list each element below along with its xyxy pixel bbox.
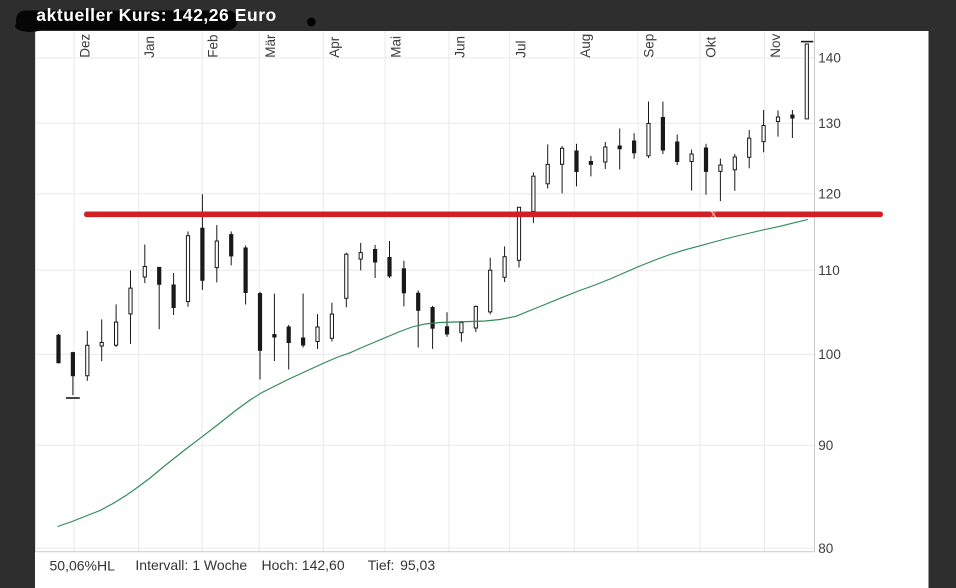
svg-text:Sep: Sep xyxy=(642,34,657,58)
svg-text:100: 100 xyxy=(818,347,841,362)
svg-text:110: 110 xyxy=(818,263,840,278)
svg-text:Hoch:: Hoch: xyxy=(262,557,299,573)
svg-text:120: 120 xyxy=(818,187,841,202)
svg-text:Intervall: 1 Woche: Intervall: 1 Woche xyxy=(135,557,247,573)
svg-text:Nov: Nov xyxy=(768,34,783,58)
svg-text:Mär: Mär xyxy=(263,34,278,58)
svg-text:Jun: Jun xyxy=(453,36,468,58)
svg-text:Aug: Aug xyxy=(578,34,593,58)
svg-text:95,03: 95,03 xyxy=(400,557,435,573)
svg-text:50,06%HL: 50,06%HL xyxy=(50,558,116,574)
svg-text:Jul: Jul xyxy=(513,41,528,58)
svg-text:90: 90 xyxy=(818,438,833,453)
svg-text:Feb: Feb xyxy=(206,35,221,58)
svg-text:Dez: Dez xyxy=(78,34,93,58)
svg-text:Apr: Apr xyxy=(327,36,342,58)
svg-text:aktueller Kurs: 142,26 Euro: aktueller Kurs: 142,26 Euro xyxy=(36,5,277,25)
svg-text:130: 130 xyxy=(818,116,841,131)
svg-text:140: 140 xyxy=(818,51,841,66)
svg-text:Okt: Okt xyxy=(704,37,719,58)
svg-text:80: 80 xyxy=(818,541,833,556)
svg-text:Mai: Mai xyxy=(389,36,404,58)
svg-text:142,60: 142,60 xyxy=(302,557,345,573)
svg-text:Tief:: Tief: xyxy=(368,557,395,573)
svg-text:Jan: Jan xyxy=(142,36,157,58)
